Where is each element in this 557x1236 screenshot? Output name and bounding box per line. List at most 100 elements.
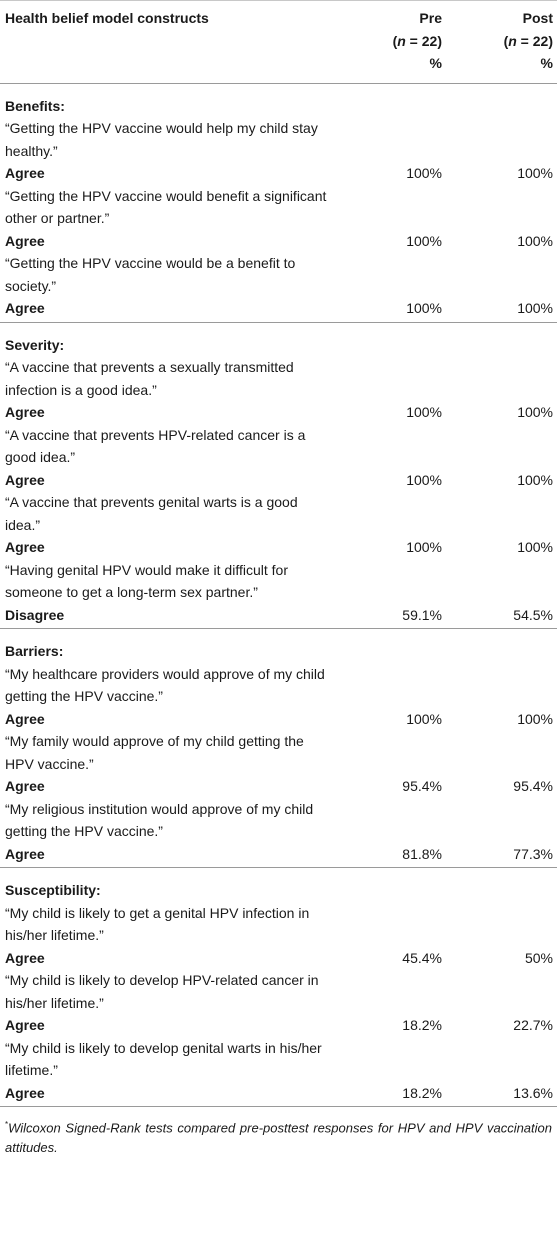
post-value: 13.6% bbox=[446, 1081, 557, 1107]
statement-text: “A vaccine that prevents a sexually tran… bbox=[5, 359, 294, 398]
section-title: Barriers: bbox=[0, 628, 345, 663]
section-row: Benefits: bbox=[0, 83, 557, 117]
response-label: Agree bbox=[5, 300, 45, 316]
response-row: Agree 45.4% 50% bbox=[0, 947, 557, 970]
response-row: Agree 100% 100% bbox=[0, 230, 557, 253]
statement-row: “My child is likely to develop HPV-relat… bbox=[0, 969, 557, 1014]
statement-text: “Having genital HPV would make it diffic… bbox=[5, 561, 288, 601]
header-post-label: Post bbox=[522, 10, 553, 26]
table-header: Health belief model constructs Pre (n = … bbox=[0, 0, 557, 84]
response-row: Disagree 59.1% 54.5% bbox=[0, 604, 557, 629]
pre-value: 45.4% bbox=[402, 949, 442, 966]
section-title: Severity: bbox=[0, 321, 345, 356]
post-value: 77.3% bbox=[513, 845, 553, 862]
section-row: Severity: bbox=[0, 321, 557, 356]
post-value: 100% bbox=[517, 404, 553, 420]
post-value: 95.4% bbox=[513, 778, 553, 794]
header-pre-unit: % bbox=[429, 55, 442, 71]
statement-row: “My child is likely to develop genital w… bbox=[0, 1037, 557, 1082]
response-row: Agree 18.2% 22.7% bbox=[0, 1014, 557, 1037]
pre-value: 59.1% bbox=[402, 606, 442, 623]
statement-row: “A vaccine that prevents genital warts i… bbox=[0, 491, 557, 536]
statement-text: “My healthcare providers would approve o… bbox=[5, 665, 325, 705]
post-value: 50% bbox=[524, 949, 553, 966]
statement-row: “My religious institution would approve … bbox=[0, 798, 557, 843]
response-row: Agree 100% 100% bbox=[0, 297, 557, 322]
header-pre-label: Pre bbox=[419, 10, 442, 26]
pre-value: 100% bbox=[406, 404, 442, 420]
response-label: Agree bbox=[5, 232, 45, 249]
post-value: 100% bbox=[517, 710, 553, 727]
response-row: Agree 18.2% 13.6% bbox=[0, 1081, 557, 1107]
response-row: Agree 100% 100% bbox=[0, 401, 557, 424]
pre-value: 81.8% bbox=[402, 845, 442, 862]
header-post-n: (n = 22) bbox=[503, 32, 553, 49]
statement-row: “Getting the HPV vaccine would benefit a… bbox=[0, 185, 557, 230]
response-label: Agree bbox=[5, 845, 45, 862]
response-label: Agree bbox=[0, 1081, 345, 1107]
statement-row: “My child is likely to get a genital HPV… bbox=[0, 902, 557, 947]
post-value: 100% bbox=[517, 471, 553, 488]
response-row: Agree 100% 100% bbox=[0, 708, 557, 731]
response-label: Agree bbox=[5, 165, 45, 181]
response-label: Agree bbox=[5, 710, 45, 727]
header-pre-n: (n = 22) bbox=[392, 32, 442, 49]
table-body: Benefits: “Getting the HPV vaccine would … bbox=[0, 83, 557, 1107]
statement-text: “Getting the HPV vaccine would benefit a… bbox=[5, 187, 327, 227]
pre-value: 18.2% bbox=[402, 1017, 442, 1033]
section-row: Susceptibility: bbox=[0, 867, 557, 902]
section-title: Benefits: bbox=[5, 97, 65, 114]
statement-text: “Getting the HPV vaccine would be a bene… bbox=[5, 255, 296, 294]
header-post: Post (n = 22) % bbox=[446, 0, 557, 84]
statement-row: “My healthcare providers would approve o… bbox=[0, 663, 557, 708]
table-footnote: *Wilcoxon Signed-Rank tests compared pre… bbox=[0, 1107, 557, 1158]
statement-text: “Getting the HPV vaccine would help my c… bbox=[5, 120, 318, 159]
pre-value: 100% bbox=[406, 165, 442, 181]
statement-row: “A vaccine that prevents HPV-related can… bbox=[0, 424, 557, 469]
section-title: Susceptibility: bbox=[0, 867, 345, 902]
post-value: 22.7% bbox=[513, 1017, 553, 1033]
pre-value: 18.2% bbox=[345, 1081, 446, 1107]
statement-row: “Having genital HPV would make it diffic… bbox=[0, 559, 557, 604]
response-label: Agree bbox=[5, 539, 45, 555]
response-row: Agree 100% 100% bbox=[0, 162, 557, 185]
post-value: 100% bbox=[517, 300, 553, 316]
pre-value: 100% bbox=[406, 539, 442, 555]
pre-value: 100% bbox=[406, 300, 442, 316]
response-row: Agree 81.8% 77.3% bbox=[0, 843, 557, 868]
header-pre: Pre (n = 22) % bbox=[345, 0, 446, 84]
response-label: Agree bbox=[5, 471, 45, 488]
statement-row: “A vaccine that prevents a sexually tran… bbox=[0, 356, 557, 401]
header-construct: Health belief model constructs bbox=[0, 0, 345, 84]
pre-value: 100% bbox=[406, 232, 442, 249]
footnote-text: Wilcoxon Signed-Rank tests compared pre-… bbox=[5, 1120, 552, 1156]
pre-value: 100% bbox=[406, 710, 442, 727]
statement-text: “My child is likely to get a genital HPV… bbox=[5, 904, 310, 944]
statement-text: “My child is likely to develop HPV-relat… bbox=[5, 972, 319, 1011]
response-label: Agree bbox=[5, 1017, 45, 1033]
response-row: Agree 95.4% 95.4% bbox=[0, 775, 557, 798]
post-value: 100% bbox=[517, 539, 553, 555]
statement-row: “My family would approve of my child get… bbox=[0, 730, 557, 775]
response-row: Agree 100% 100% bbox=[0, 469, 557, 492]
statement-text: “A vaccine that prevents HPV-related can… bbox=[5, 426, 306, 466]
response-label: Agree bbox=[5, 404, 45, 420]
footnote-marker: * bbox=[5, 1120, 9, 1129]
response-label: Agree bbox=[5, 778, 45, 794]
response-label: Agree bbox=[5, 949, 45, 966]
section-row: Barriers: bbox=[0, 628, 557, 663]
statement-row: “Getting the HPV vaccine would be a bene… bbox=[0, 252, 557, 297]
pre-value: 100% bbox=[406, 471, 442, 488]
statement-text: “A vaccine that prevents genital warts i… bbox=[5, 494, 298, 533]
post-value: 100% bbox=[517, 165, 553, 181]
hbm-table: Health belief model constructs Pre (n = … bbox=[0, 0, 557, 1107]
post-value: 100% bbox=[517, 232, 553, 249]
pre-value: 95.4% bbox=[402, 778, 442, 794]
statement-text: “My family would approve of my child get… bbox=[5, 733, 304, 772]
response-label: Disagree bbox=[5, 606, 65, 623]
statement-text: “My child is likely to develop genital w… bbox=[5, 1039, 322, 1079]
statement-row: “Getting the HPV vaccine would help my c… bbox=[0, 117, 557, 162]
header-post-unit: % bbox=[540, 55, 553, 71]
response-row: Agree 100% 100% bbox=[0, 536, 557, 559]
